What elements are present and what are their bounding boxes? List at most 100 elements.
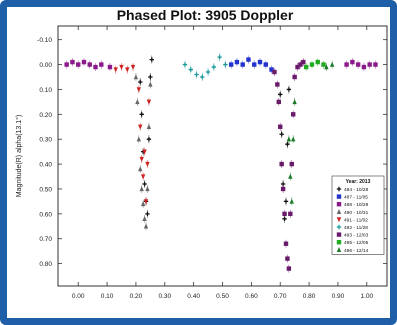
data-point — [361, 64, 367, 70]
data-point — [217, 54, 222, 60]
data-point — [228, 62, 234, 67]
series-3 — [133, 73, 153, 231]
y-tick-label: 0.70 — [39, 236, 52, 243]
data-point — [344, 62, 349, 67]
data-point — [278, 124, 283, 129]
legend-entry: 484 - 10/28 — [344, 187, 369, 193]
series-8 — [286, 60, 335, 206]
series-6 — [272, 58, 306, 273]
legend-marker — [336, 186, 342, 192]
legend-marker — [336, 217, 342, 223]
data-point — [138, 124, 143, 130]
data-point — [280, 186, 286, 192]
data-point — [350, 59, 355, 65]
data-point — [303, 64, 309, 70]
x-tick-label: 0.10 — [101, 293, 114, 300]
data-point — [292, 99, 297, 105]
data-point — [329, 61, 335, 67]
data-point — [315, 59, 320, 65]
legend-entry: 495 - 12/05 — [344, 240, 369, 246]
legend-marker — [336, 240, 342, 245]
data-point — [81, 59, 87, 65]
data-point — [272, 69, 277, 75]
data-point — [355, 62, 361, 67]
data-point — [279, 132, 284, 137]
data-point — [285, 256, 290, 261]
data-point — [146, 99, 152, 105]
data-point — [125, 67, 130, 73]
data-point — [275, 82, 280, 87]
data-point — [282, 211, 287, 217]
x-tick-label: 0.30 — [158, 293, 171, 300]
y-tick-label: 0.20 — [39, 112, 52, 119]
data-point — [194, 72, 199, 77]
data-point — [188, 67, 193, 72]
data-point — [283, 199, 289, 204]
data-point — [145, 161, 150, 167]
x-tick-label: 0.50 — [216, 293, 229, 300]
x-tick-label: 0.80 — [303, 293, 316, 300]
x-tick-label: 1.00 — [360, 293, 373, 300]
legend-entry: 493 - 12/03 — [344, 233, 369, 239]
data-point — [70, 59, 75, 65]
legend-marker — [336, 194, 342, 199]
data-point — [285, 141, 290, 147]
y-tick-label: 0.00 — [39, 62, 52, 69]
legend-marker — [336, 209, 342, 214]
y-axis-label: Magnitude(R) alpha(13.1°) — [15, 115, 23, 198]
data-point — [286, 136, 292, 142]
data-point — [291, 136, 296, 142]
data-point — [148, 81, 153, 87]
data-point — [142, 149, 147, 155]
data-point — [149, 57, 154, 62]
data-point — [138, 79, 143, 85]
data-point — [211, 64, 217, 70]
legend-marker — [336, 232, 342, 237]
data-point — [263, 62, 268, 67]
data-point — [301, 59, 306, 65]
data-point — [93, 64, 98, 70]
chart-title: Phased Plot: 3905 Doppler — [117, 7, 294, 23]
data-point — [289, 161, 294, 167]
x-tick-label: 0.40 — [187, 293, 200, 300]
data-point — [288, 211, 293, 217]
data-point — [240, 62, 245, 67]
data-point — [136, 87, 142, 93]
y-tick-label: 0.80 — [39, 261, 52, 268]
data-point — [309, 62, 315, 67]
data-point — [146, 137, 152, 142]
data-point — [99, 62, 104, 67]
data-point — [142, 181, 147, 187]
data-point — [324, 64, 329, 70]
data-point — [182, 62, 188, 67]
data-point — [133, 74, 139, 80]
legend-title: Year: 2013 — [346, 179, 371, 185]
data-point — [200, 74, 205, 80]
legend-marker — [336, 202, 342, 207]
data-point — [138, 166, 143, 172]
data-point — [143, 223, 149, 229]
series-4 — [113, 63, 152, 206]
x-tick-label: 0.90 — [332, 293, 345, 300]
data-point — [292, 74, 297, 80]
y-tick-label: 0.60 — [39, 211, 52, 218]
data-point — [291, 112, 296, 117]
data-point — [321, 62, 326, 67]
data-point — [289, 198, 294, 204]
legend-entry: 496 - 12/14 — [344, 248, 369, 254]
y-tick-label: 0.10 — [39, 87, 52, 94]
data-point — [298, 62, 303, 67]
data-point — [139, 186, 144, 192]
data-point — [269, 67, 274, 72]
x-tick-label: 0.20 — [130, 293, 143, 300]
series-7 — [303, 58, 326, 72]
data-point — [286, 87, 292, 92]
x-tick-label: 0.60 — [245, 293, 258, 300]
data-point — [257, 59, 263, 65]
legend-entry: 488 - 10/29 — [344, 202, 369, 208]
series-5 — [182, 53, 228, 82]
data-point — [148, 74, 153, 80]
data-point — [142, 216, 147, 222]
